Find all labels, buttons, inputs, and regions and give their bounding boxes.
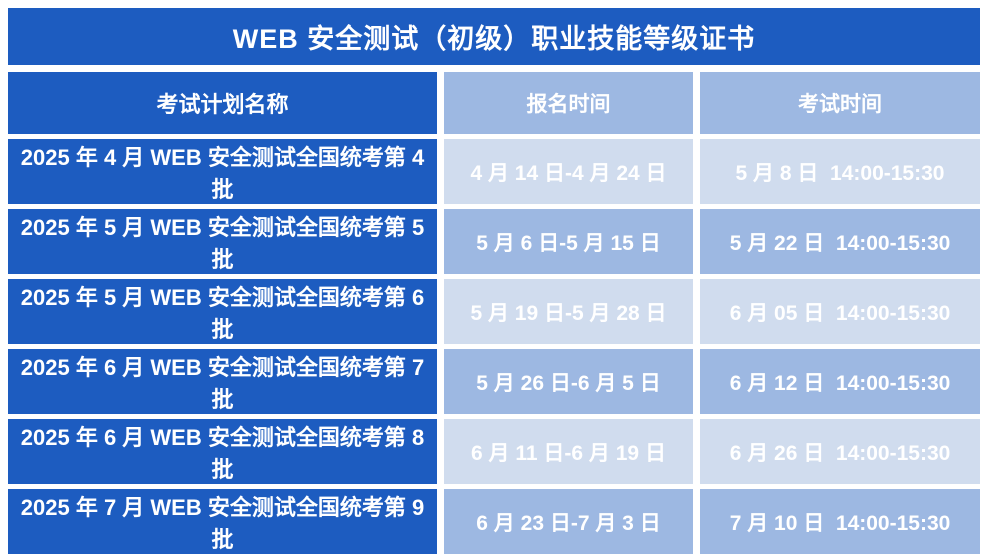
registration-period-cell: 6 月 11 日-6 月 19 日 — [444, 419, 693, 484]
registration-period-cell: 6 月 23 日-7 月 3 日 — [444, 489, 693, 554]
plan-name-cell: 2025 年 7 月 WEB 安全测试全国统考第 9 批 — [8, 489, 437, 554]
plan-name-cell: 2025 年 6 月 WEB 安全测试全国统考第 8 批 — [8, 419, 437, 484]
exam-time-cell: 6 月 26 日 14:00-15:30 — [700, 419, 980, 484]
column-header-plan-name: 考试计划名称 — [8, 72, 437, 134]
exam-time-cell: 5 月 22 日 14:00-15:30 — [700, 209, 980, 274]
plan-name-cell: 2025 年 4 月 WEB 安全测试全国统考第 4 批 — [8, 139, 437, 204]
plan-name-cell: 2025 年 5 月 WEB 安全测试全国统考第 5 批 — [8, 209, 437, 274]
exam-time-cell: 6 月 12 日 14:00-15:30 — [700, 349, 980, 414]
exam-time-cell: 7 月 10 日 14:00-15:30 — [700, 489, 980, 554]
registration-period-cell: 5 月 26 日-6 月 5 日 — [444, 349, 693, 414]
plan-name-cell: 2025 年 6 月 WEB 安全测试全国统考第 7 批 — [8, 349, 437, 414]
registration-period-cell: 4 月 14 日-4 月 24 日 — [444, 139, 693, 204]
exam-schedule-table: 考试计划名称 报名时间 考试时间 2025 年 4 月 WEB 安全测试全国统考… — [8, 72, 980, 554]
page-title: WEB 安全测试（初级）职业技能等级证书 — [8, 8, 980, 65]
column-header-registration-period: 报名时间 — [444, 72, 693, 134]
registration-period-cell: 5 月 19 日-5 月 28 日 — [444, 279, 693, 344]
plan-name-cell: 2025 年 5 月 WEB 安全测试全国统考第 6 批 — [8, 279, 437, 344]
exam-time-cell: 6 月 05 日 14:00-15:30 — [700, 279, 980, 344]
column-header-exam-time: 考试时间 — [700, 72, 980, 134]
exam-time-cell: 5 月 8 日 14:00-15:30 — [700, 139, 980, 204]
registration-period-cell: 5 月 6 日-5 月 15 日 — [444, 209, 693, 274]
